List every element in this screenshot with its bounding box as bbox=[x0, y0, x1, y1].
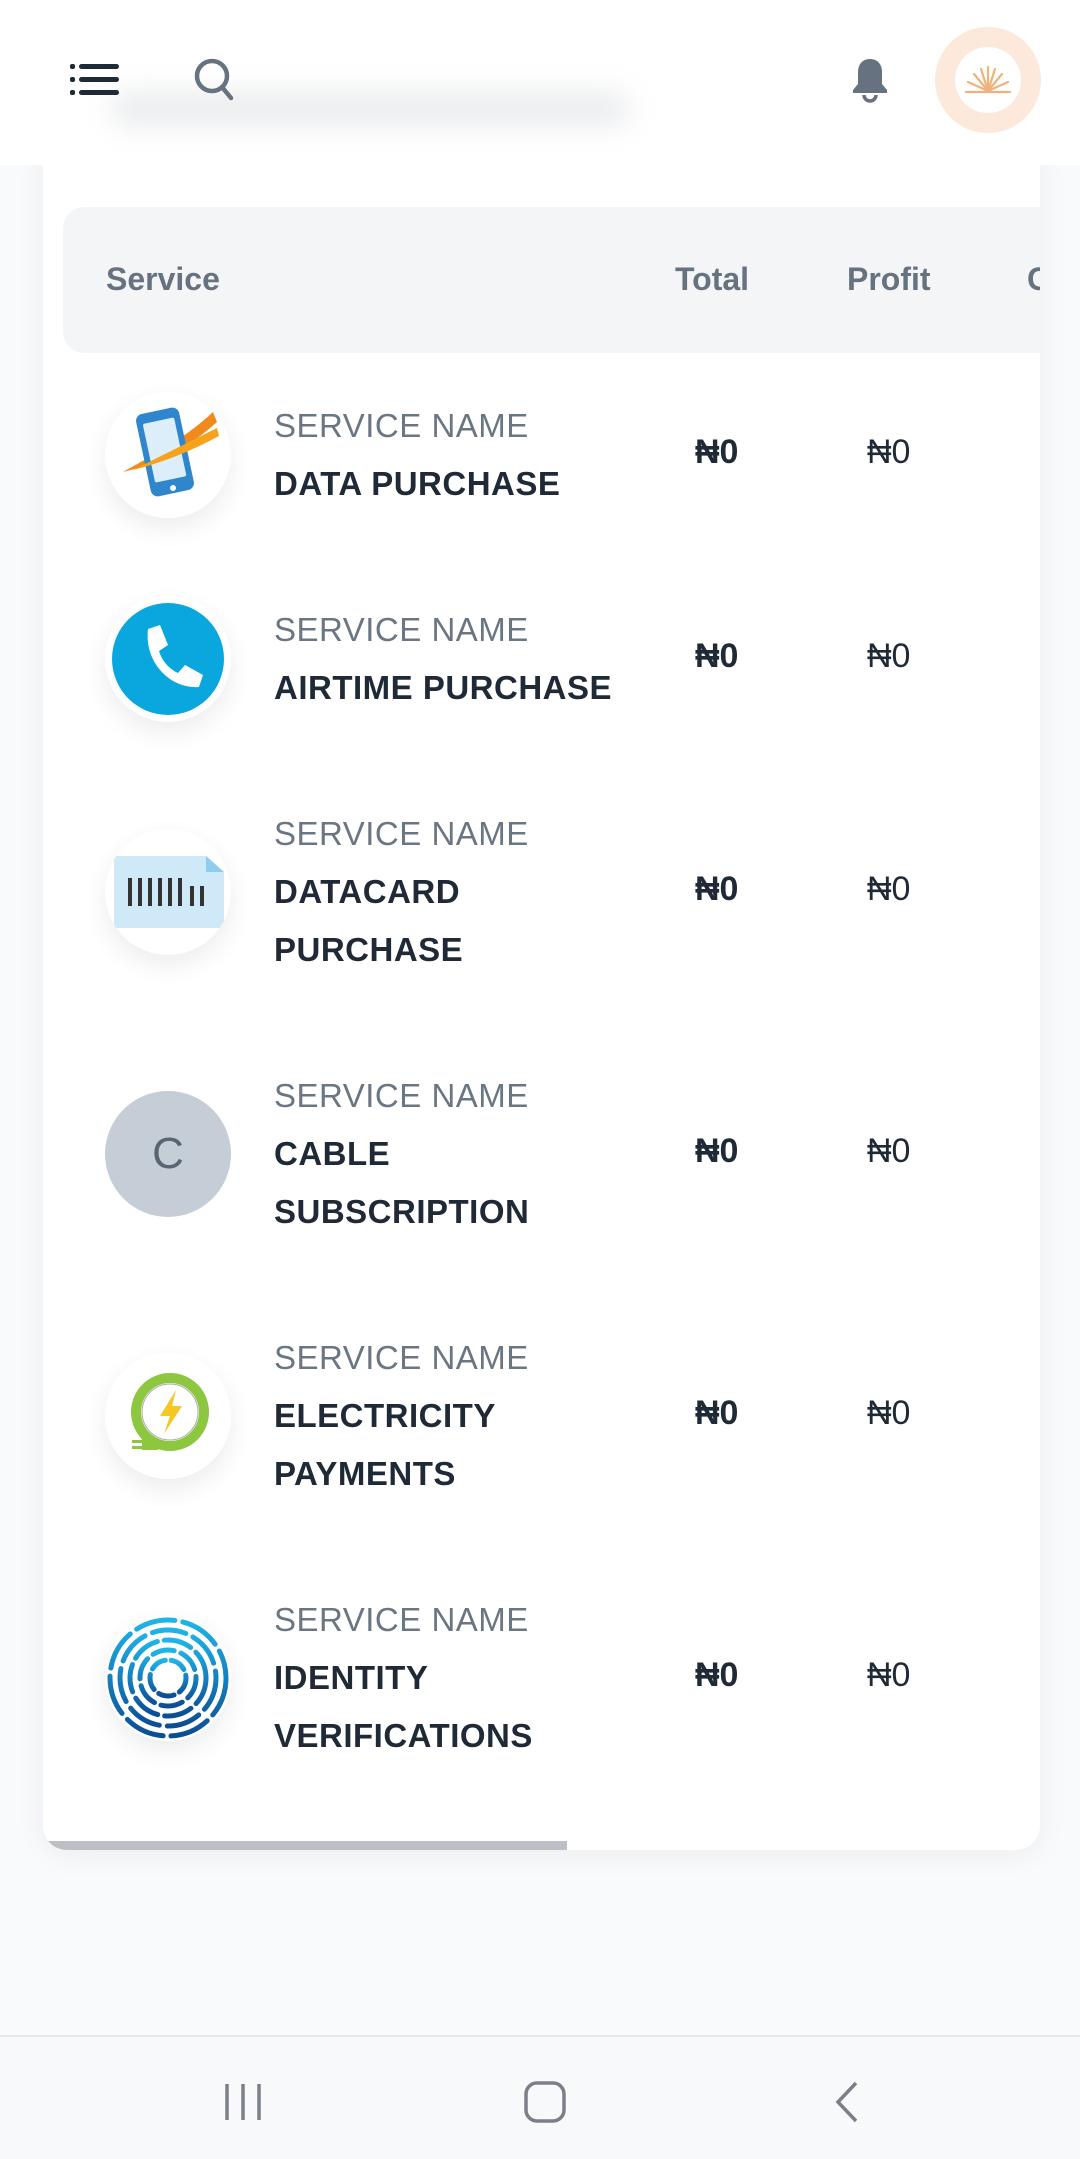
total-value: ₦0 bbox=[695, 1656, 739, 1694]
service-name: ELECTRICITY PAYMENTS bbox=[274, 1397, 496, 1492]
sunburst-logo-icon bbox=[964, 65, 1012, 94]
letter-avatar-icon: C bbox=[105, 1091, 231, 1217]
column-header-service[interactable]: Service bbox=[106, 261, 220, 297]
profit-value: ₦0 bbox=[867, 1132, 911, 1170]
profit-value: ₦0 bbox=[867, 1394, 911, 1432]
search-button[interactable] bbox=[180, 50, 250, 110]
menu-icon bbox=[70, 64, 119, 95]
service-name-cell: SERVICE NAME IDENTITY VERIFICATIONS bbox=[274, 1591, 654, 1765]
service-name-cell: SERVICE NAME AIRTIME PURCHASE bbox=[274, 601, 654, 717]
table-row[interactable]: SERVICE NAME DATA PURCHASE ₦0 ₦0 0 T bbox=[63, 353, 1040, 557]
service-name: IDENTITY VERIFICATIONS bbox=[274, 1659, 533, 1754]
table-row[interactable]: SERVICE NAME IDENTITY VERIFICATIONS ₦0 ₦… bbox=[63, 1547, 1040, 1809]
phone-data-icon bbox=[105, 392, 231, 518]
service-name: DATACARD PURCHASE bbox=[274, 873, 464, 968]
profit-value: ₦0 bbox=[867, 433, 911, 471]
column-header-clipped[interactable]: C bbox=[1027, 261, 1040, 297]
total-value: ₦0 bbox=[695, 637, 739, 675]
profit-value: ₦0 bbox=[867, 870, 911, 908]
service-name-label: SERVICE NAME bbox=[274, 407, 529, 444]
table-header: Service Total Profit C bbox=[63, 207, 1040, 353]
system-navigation-bar bbox=[0, 2035, 1080, 2159]
avatar[interactable] bbox=[935, 27, 1041, 133]
service-name-cell: SERVICE NAME DATA PURCHASE bbox=[274, 397, 654, 513]
services-table-card: Service Total Profit C SERVICE NAME DATA… bbox=[43, 150, 1040, 1850]
notifications-button[interactable] bbox=[835, 45, 905, 115]
recent-apps-icon bbox=[225, 2084, 261, 2120]
total-value: ₦0 bbox=[695, 1394, 739, 1432]
table-row[interactable]: C SERVICE NAME CABLE SUBSCRIPTION ₦0 ₦0 … bbox=[63, 1023, 1040, 1285]
service-name-label: SERVICE NAME bbox=[274, 611, 529, 648]
fingerprint-icon bbox=[105, 1615, 231, 1741]
profit-value: ₦0 bbox=[867, 637, 911, 675]
blurred-title bbox=[110, 92, 630, 126]
total-value: ₦0 bbox=[695, 1132, 739, 1170]
table-row[interactable]: SERVICE NAME ELECTRICITY PAYMENTS ₦0 ₦0 … bbox=[63, 1285, 1040, 1547]
service-name-label: SERVICE NAME bbox=[274, 815, 529, 852]
service-name-label: SERVICE NAME bbox=[274, 1339, 529, 1376]
avatar-initial: C bbox=[152, 1129, 184, 1178]
electric-plug-icon bbox=[105, 1353, 231, 1479]
service-name-cell: SERVICE NAME ELECTRICITY PAYMENTS bbox=[274, 1329, 654, 1503]
bell-icon bbox=[853, 59, 887, 103]
service-name: AIRTIME PURCHASE bbox=[274, 669, 613, 706]
service-name-label: SERVICE NAME bbox=[274, 1077, 529, 1114]
back-button[interactable] bbox=[802, 2067, 892, 2137]
back-icon bbox=[835, 2081, 858, 2123]
menu-button[interactable] bbox=[60, 50, 130, 110]
total-value: ₦0 bbox=[695, 433, 739, 471]
column-header-profit[interactable]: Profit bbox=[847, 261, 931, 297]
phone-call-icon bbox=[105, 596, 231, 722]
home-button[interactable] bbox=[500, 2067, 590, 2137]
service-name-cell: SERVICE NAME CABLE SUBSCRIPTION bbox=[274, 1067, 654, 1241]
recent-apps-button[interactable] bbox=[198, 2067, 288, 2137]
search-icon bbox=[194, 58, 234, 101]
service-name-label: SERVICE NAME bbox=[274, 1601, 529, 1638]
table-body: SERVICE NAME DATA PURCHASE ₦0 ₦0 0 T SER… bbox=[63, 353, 1040, 1809]
profit-value: ₦0 bbox=[867, 1656, 911, 1694]
service-name: DATA PURCHASE bbox=[274, 465, 561, 502]
column-header-total[interactable]: Total bbox=[675, 261, 750, 297]
home-icon bbox=[524, 2081, 566, 2123]
table-row[interactable]: SERVICE NAME AIRTIME PURCHASE ₦0 ₦0 0 T bbox=[63, 557, 1040, 761]
service-name: CABLE SUBSCRIPTION bbox=[274, 1135, 530, 1230]
table-row[interactable]: SERVICE NAME DATACARD PURCHASE ₦0 ₦0 0 T bbox=[63, 761, 1040, 1023]
service-name-cell: SERVICE NAME DATACARD PURCHASE bbox=[274, 805, 654, 979]
top-app-bar bbox=[0, 0, 1080, 165]
barcode-card-icon bbox=[105, 829, 231, 955]
horizontal-scrollbar[interactable] bbox=[43, 1841, 567, 1850]
total-value: ₦0 bbox=[695, 870, 739, 908]
services-table: Service Total Profit C SERVICE NAME DATA… bbox=[63, 207, 1040, 1809]
